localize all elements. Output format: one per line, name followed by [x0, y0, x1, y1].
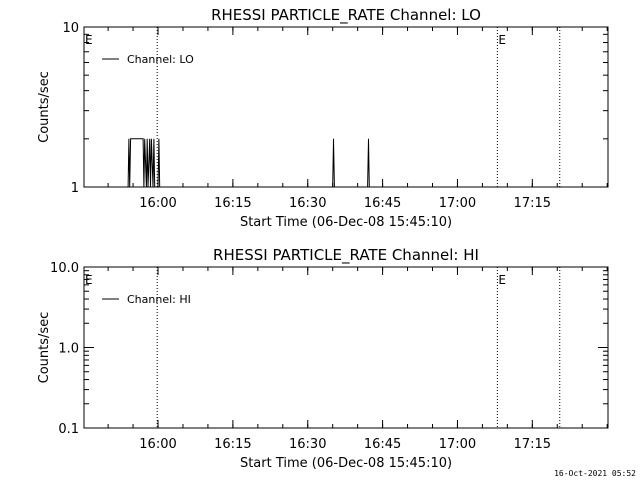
panel1-x-tick-label: 17:00 [439, 196, 476, 211]
panel2-y-tick-label: 0.1 [58, 422, 79, 437]
panel2-x-tick-label: 16:15 [214, 437, 251, 452]
panel1-x-tick-label: 16:00 [139, 196, 176, 211]
panel1-annotation-label: E [498, 33, 506, 47]
panel2-y-axis-label: Counts/sec [37, 312, 52, 384]
panel2-annotation-label: E [498, 273, 506, 287]
panel1-legend-entry: Channel: LO [127, 53, 194, 66]
panel1-x-axis-label: Start Time (06-Dec-08 15:45:10) [240, 215, 452, 230]
panel1-y-tick-label: 1 [71, 181, 79, 196]
panel2-annotation-label: E [85, 273, 93, 287]
footer-timestamp: 16-Oct-2021 05:52 [554, 469, 636, 478]
panel2-x-axis-label: Start Time (06-Dec-08 15:45:10) [240, 456, 452, 471]
panel2-legend-entry: Channel: HI [127, 293, 191, 306]
panel2-y-tick-label: 10.0 [50, 261, 79, 276]
panel1-x-tick-label: 17:15 [514, 196, 551, 211]
panel2-x-tick-label: 16:45 [364, 437, 401, 452]
panel1-plot-frame [83, 26, 609, 188]
panel2-chart-title: RHESSI PARTICLE_RATE Channel: HI [213, 246, 479, 265]
panel1-chart-title: RHESSI PARTICLE_RATE Channel: LO [211, 6, 481, 25]
panel2-y-tick-label: 1.0 [58, 342, 79, 357]
panel1-series-line [127, 138, 370, 188]
panel1-y-tick-label: 10 [62, 21, 79, 36]
panel1-annotation-label: E [85, 33, 93, 47]
panel1-x-tick-label: 16:30 [289, 196, 326, 211]
panel2-x-tick-label: 16:30 [289, 437, 326, 452]
panel1-x-tick-label: 16:45 [364, 196, 401, 211]
panel2-plot-frame [83, 266, 609, 429]
panel1-x-tick-label: 16:15 [214, 196, 251, 211]
panel1-y-axis-label: Counts/sec [37, 71, 52, 143]
panel2-x-tick-label: 17:00 [439, 437, 476, 452]
panel2-x-tick-label: 16:00 [139, 437, 176, 452]
panel2-x-tick-label: 17:15 [514, 437, 551, 452]
